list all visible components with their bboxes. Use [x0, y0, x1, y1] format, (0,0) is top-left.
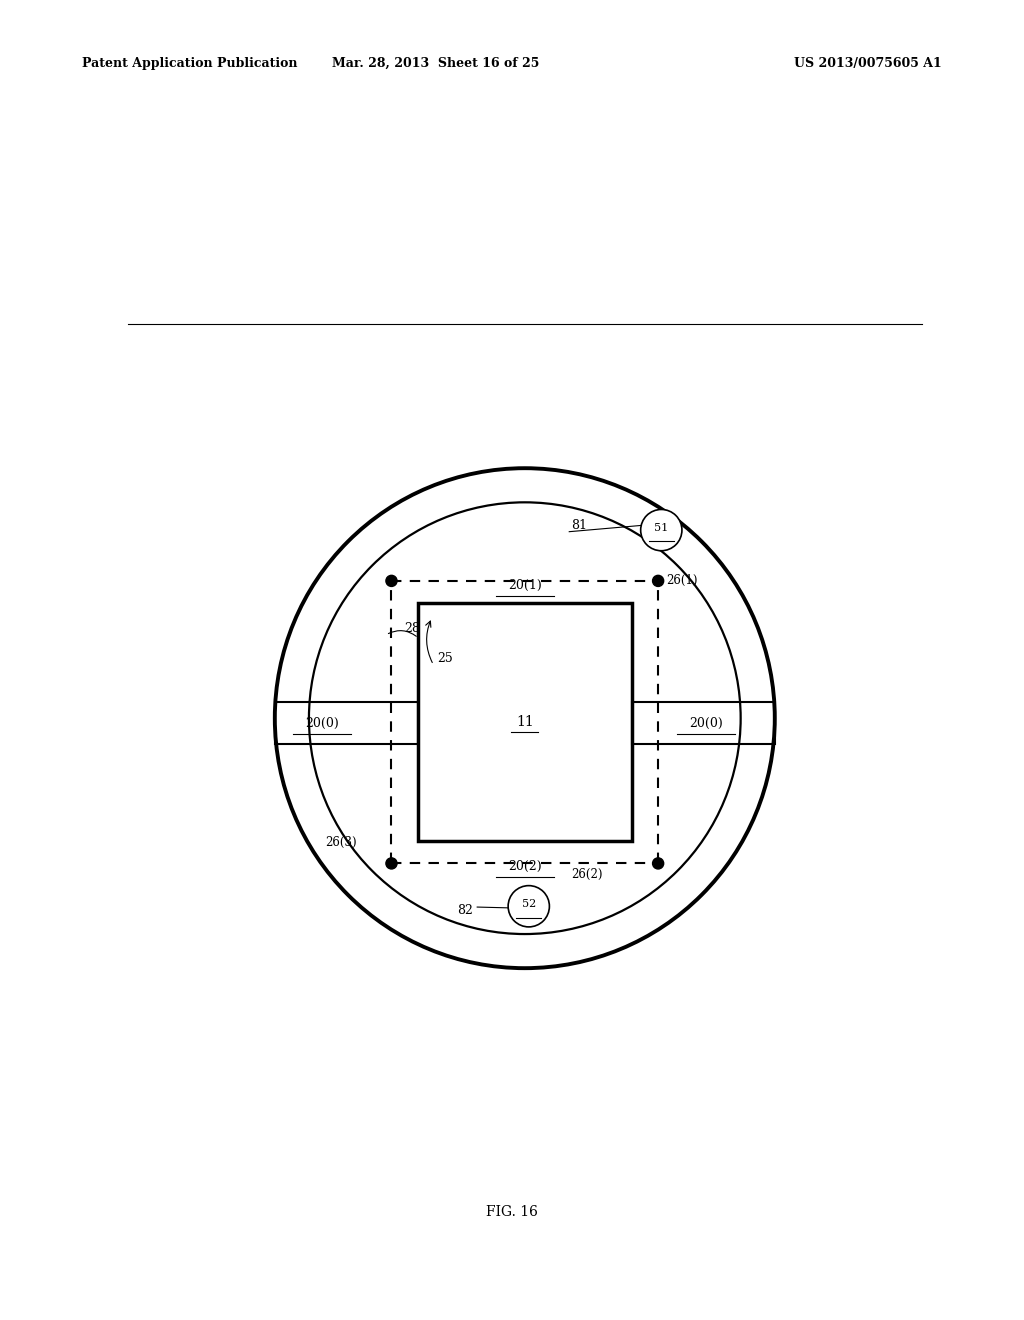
Text: 26(1): 26(1)	[666, 574, 697, 587]
Text: 52: 52	[521, 899, 536, 909]
Text: 81: 81	[570, 519, 587, 532]
Text: FIG. 16: FIG. 16	[486, 1205, 538, 1218]
Circle shape	[386, 858, 397, 869]
Text: 26(2): 26(2)	[570, 869, 602, 880]
Text: Patent Application Publication: Patent Application Publication	[82, 57, 297, 70]
Text: 11: 11	[516, 715, 534, 729]
Circle shape	[641, 510, 682, 550]
Circle shape	[652, 858, 664, 869]
Text: 51: 51	[654, 523, 669, 533]
Circle shape	[386, 576, 397, 586]
Text: 20(2): 20(2)	[508, 861, 542, 873]
Text: 20(0): 20(0)	[689, 717, 723, 730]
Bar	[632, 702, 775, 744]
Bar	[274, 702, 418, 744]
Bar	[418, 603, 632, 841]
Text: 82: 82	[458, 904, 473, 916]
Text: 26(3): 26(3)	[325, 837, 356, 849]
Text: 20(1): 20(1)	[508, 579, 542, 593]
Text: Mar. 28, 2013  Sheet 16 of 25: Mar. 28, 2013 Sheet 16 of 25	[332, 57, 539, 70]
Text: 28: 28	[404, 622, 420, 635]
Text: 20(0): 20(0)	[305, 717, 339, 730]
Circle shape	[508, 886, 550, 927]
Circle shape	[652, 576, 664, 586]
Text: US 2013/0075605 A1: US 2013/0075605 A1	[795, 57, 942, 70]
Text: 25: 25	[437, 652, 454, 665]
